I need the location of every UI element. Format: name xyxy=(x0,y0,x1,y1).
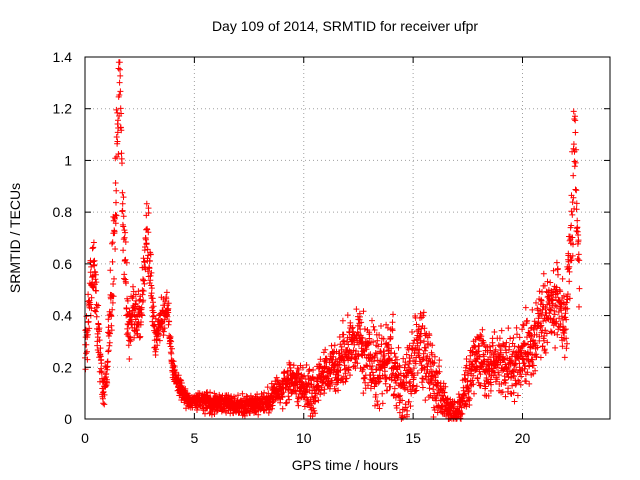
y-tick-label: 0.4 xyxy=(53,308,73,324)
grid xyxy=(85,57,610,419)
y-tick-label: 1 xyxy=(64,152,72,168)
y-tick-label: 0 xyxy=(64,411,72,427)
x-tick-label: 10 xyxy=(296,430,312,446)
x-axis-label: GPS time / hours xyxy=(292,457,399,473)
y-tick-label: 0.6 xyxy=(53,256,73,272)
y-tick-label: 0.8 xyxy=(53,204,73,220)
axis-ticks: 0 5 10 15 20 0 0.2 0.4 0.6 0.8 1 1.2 1.4 xyxy=(53,49,610,446)
y-axis-label: SRMTID / TECUs xyxy=(7,183,23,293)
x-tick-label: 15 xyxy=(405,430,421,446)
x-tick-label: 20 xyxy=(515,430,531,446)
x-tick-label: 0 xyxy=(81,430,89,446)
plot-frame xyxy=(84,56,611,420)
y-tick-label: 1.4 xyxy=(53,49,73,65)
chart-title: Day 109 of 2014, SRMTID for receiver ufp… xyxy=(212,18,478,34)
x-tick-label: 5 xyxy=(190,430,198,446)
y-tick-label: 1.2 xyxy=(53,101,73,117)
y-tick-label: 0.2 xyxy=(53,359,73,375)
